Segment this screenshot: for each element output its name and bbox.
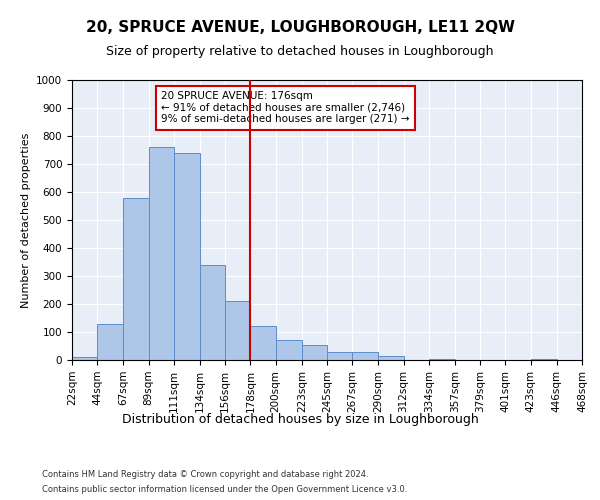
Y-axis label: Number of detached properties: Number of detached properties [20, 132, 31, 308]
Text: Size of property relative to detached houses in Loughborough: Size of property relative to detached ho… [106, 45, 494, 58]
Bar [530, 358, 557, 360]
Bar [250, 326, 275, 360]
Bar [124, 198, 149, 360]
Bar [275, 340, 302, 360]
Bar [302, 344, 327, 360]
Text: Contains public sector information licensed under the Open Government Licence v3: Contains public sector information licen… [42, 485, 407, 494]
Bar [149, 147, 174, 360]
Bar [429, 358, 455, 360]
Bar [200, 265, 225, 360]
Text: Contains HM Land Registry data © Crown copyright and database right 2024.: Contains HM Land Registry data © Crown c… [42, 470, 368, 479]
Text: Distribution of detached houses by size in Loughborough: Distribution of detached houses by size … [122, 412, 478, 426]
Bar [225, 301, 250, 360]
Text: 20, SPRUCE AVENUE, LOUGHBOROUGH, LE11 2QW: 20, SPRUCE AVENUE, LOUGHBOROUGH, LE11 2Q… [86, 20, 515, 35]
Bar [379, 356, 404, 360]
Text: 20 SPRUCE AVENUE: 176sqm
← 91% of detached houses are smaller (2,746)
9% of semi: 20 SPRUCE AVENUE: 176sqm ← 91% of detach… [161, 91, 410, 124]
Bar [97, 324, 124, 360]
Bar [327, 352, 352, 360]
Bar [72, 357, 97, 360]
Bar [352, 352, 379, 360]
Bar [174, 153, 200, 360]
